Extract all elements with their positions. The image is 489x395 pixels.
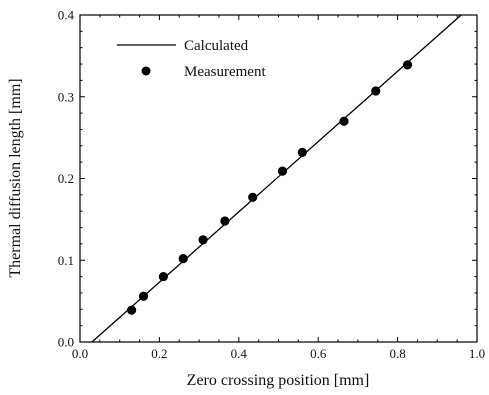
x-tick-label: 0.8: [389, 346, 405, 361]
calculated-line: [91, 14, 462, 343]
legend-label-calculated: Calculated: [184, 38, 249, 54]
plot-frame: [79, 14, 478, 343]
measurement-point: [127, 305, 137, 315]
y-tick-label: 0.0: [58, 335, 74, 350]
x-tick-label: 0.0: [72, 346, 88, 361]
y-tick-label: 0.4: [58, 8, 75, 23]
measurement-point: [402, 60, 413, 70]
y-tick-label: 0.3: [58, 89, 74, 104]
measurement-point: [220, 216, 230, 226]
y-tick-label: 0.1: [58, 253, 74, 268]
measurement-point: [198, 235, 208, 245]
legend: Calculated Measurement: [117, 38, 266, 80]
measurement-point: [158, 272, 168, 282]
x-tick-label: 0.6: [310, 346, 327, 361]
x-tick-label: 1.0: [469, 346, 485, 361]
legend-label-measurement: Measurement: [184, 64, 266, 80]
measurement-point: [277, 166, 288, 176]
measurement-point: [339, 116, 349, 126]
x-tick-label: 0.4: [231, 346, 248, 361]
x-axis-title: Zero crossing position [mm]: [187, 372, 370, 389]
measurement-point: [178, 254, 188, 264]
measurement-point: [297, 147, 307, 157]
measurement-point: [371, 86, 381, 96]
legend-marker-swatch: [141, 66, 151, 76]
measurement-point: [248, 192, 258, 202]
y-tick-label: 0.2: [58, 171, 74, 186]
measurement-point: [138, 291, 149, 301]
x-tick-label: 0.2: [151, 346, 167, 361]
axis-ticks: 0.0 0.2 0.4 0.6 0.8 1.0 0.0 0.1 0.2 0.3 0.4: [58, 8, 485, 362]
y-axis-title: Thermal diffusion length [mm]: [7, 78, 24, 277]
plot-series: [91, 14, 462, 343]
